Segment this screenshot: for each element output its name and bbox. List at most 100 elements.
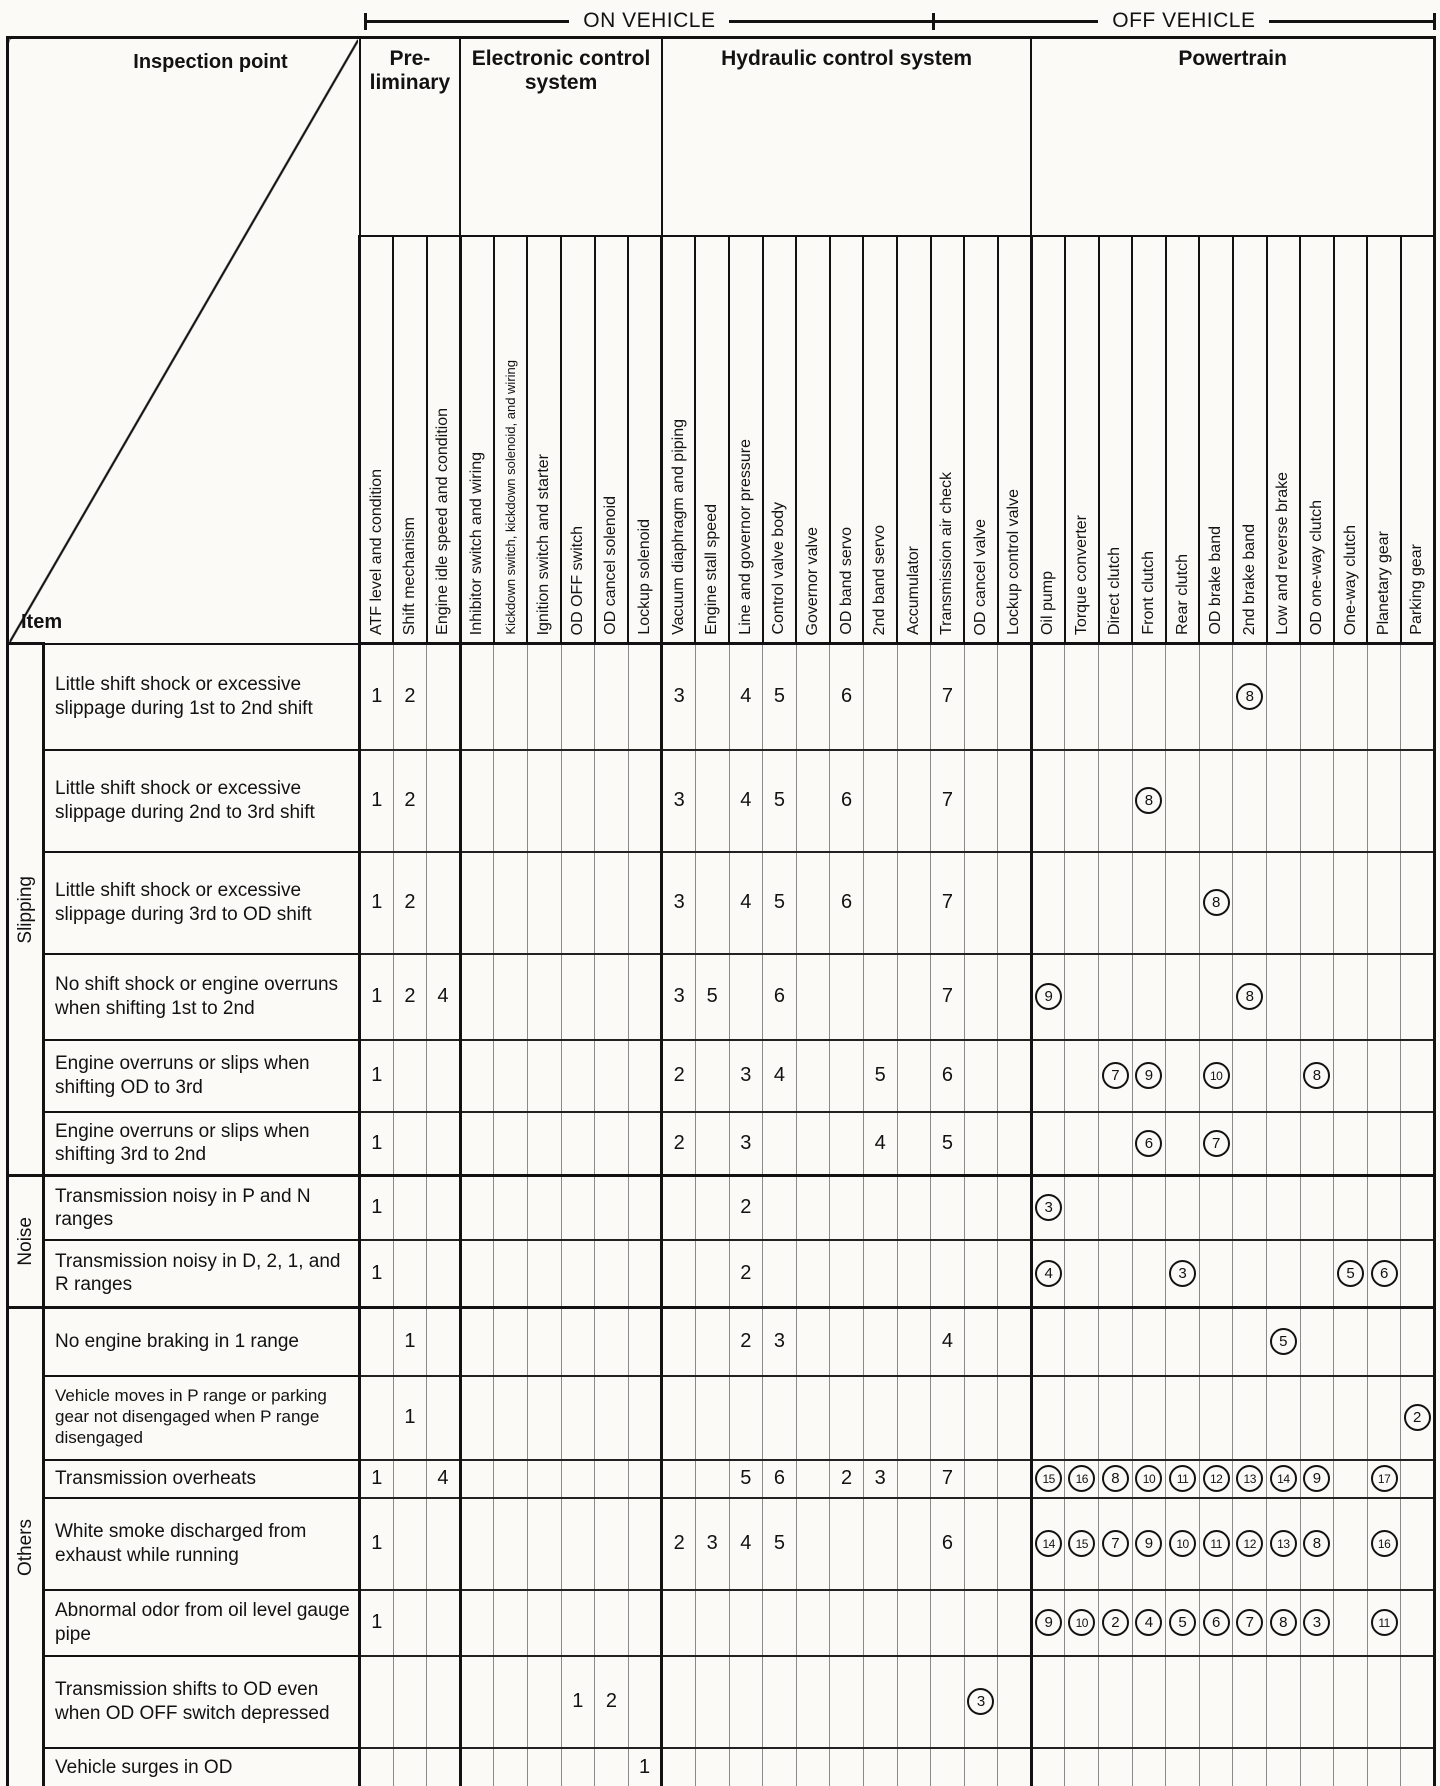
matrix-cell — [1131, 850, 1167, 955]
matrix-cell — [1232, 1238, 1268, 1309]
matrix-cell: 5 — [762, 642, 797, 751]
step-number: 1 — [371, 1196, 383, 1219]
matrix-cell — [1366, 1746, 1402, 1786]
column-header-label: Lockup solenoid — [635, 519, 653, 635]
inspection-item-label: Vehicle moves in P range or parking gear… — [42, 1374, 361, 1461]
column-header-label: Torque converter — [1072, 514, 1090, 635]
column-header-label: Front clutch — [1139, 551, 1157, 635]
matrix-cell — [392, 1654, 428, 1749]
circled-step-number: 12 — [1236, 1530, 1264, 1557]
matrix-cell — [627, 952, 663, 1041]
matrix-cell — [594, 1746, 629, 1786]
matrix-cell — [862, 952, 898, 1041]
column-header: Accumulator — [896, 234, 932, 645]
matrix-cell — [896, 1496, 932, 1591]
column-header-label: Governor valve — [804, 526, 822, 636]
step-number-value: 11 — [1378, 1615, 1390, 1630]
step-number: 7 — [941, 789, 953, 811]
matrix-cell — [594, 1306, 629, 1377]
matrix-cell: 3 — [762, 1306, 797, 1377]
matrix-cell — [997, 1038, 1032, 1113]
matrix-cell — [1266, 1038, 1301, 1113]
matrix-cell: 6 — [829, 642, 864, 751]
matrix-cell — [560, 952, 596, 1041]
column-header: Shift mechanism — [392, 234, 428, 645]
matrix-cell — [1232, 1038, 1268, 1113]
circled-step-number: 11 — [1169, 1465, 1197, 1492]
matrix-cell: 3 — [660, 850, 696, 955]
matrix-cell — [660, 1654, 696, 1749]
step-number-value: 9 — [1144, 1067, 1154, 1084]
matrix-cell — [627, 1374, 663, 1461]
matrix-cell: 3 — [694, 1496, 730, 1591]
circled-step-number: 3 — [967, 1688, 995, 1715]
step-number: 7 — [941, 985, 953, 1007]
matrix-cell — [1064, 1238, 1100, 1309]
matrix-cell — [1366, 748, 1402, 853]
matrix-cell — [392, 1458, 428, 1499]
matrix-cell — [1098, 1174, 1133, 1241]
matrix-cell — [426, 1496, 461, 1591]
matrix-cell — [458, 1110, 495, 1177]
matrix-cell: 3 — [660, 748, 696, 853]
matrix-cell — [1098, 1306, 1133, 1377]
matrix-cell — [963, 1174, 999, 1241]
matrix-cell — [426, 748, 461, 853]
matrix-cell — [1333, 1306, 1368, 1377]
matrix-cell — [1400, 1458, 1435, 1499]
matrix-cell — [694, 1238, 730, 1309]
matrix-cell — [660, 1458, 696, 1499]
matrix-cell — [694, 642, 730, 751]
matrix-cell — [1400, 1588, 1435, 1657]
matrix-cell — [829, 1038, 864, 1113]
matrix-cell — [426, 850, 461, 955]
step-number: 2 — [841, 1467, 853, 1489]
column-header: Vacuum diaphragm and piping — [660, 234, 697, 645]
column-group-header: Hydraulic control system — [660, 36, 1033, 237]
matrix-cell — [1333, 1458, 1368, 1499]
step-number-value: 8 — [1245, 688, 1254, 706]
matrix-cell — [862, 1174, 898, 1241]
matrix-cell: 1 — [392, 1374, 428, 1461]
matrix-cell — [1266, 748, 1301, 853]
matrix-cell — [1333, 748, 1368, 853]
matrix-cell — [997, 1496, 1032, 1591]
matrix-cell — [1299, 1746, 1335, 1786]
step-number-value: 8 — [1312, 1067, 1322, 1084]
matrix-cell — [862, 850, 898, 955]
matrix-cell: 6 — [829, 748, 864, 853]
step-number-value: 5 — [1346, 1264, 1355, 1282]
circled-step-number: 7 — [1101, 1062, 1129, 1089]
matrix-cell — [694, 1588, 730, 1657]
matrix-cell — [1366, 850, 1402, 955]
matrix-cell — [795, 1496, 831, 1591]
matrix-cell — [1299, 1110, 1335, 1177]
matrix-cell — [493, 748, 528, 853]
circled-step-number: 11 — [1370, 1609, 1398, 1636]
matrix-cell — [862, 1238, 898, 1309]
matrix-cell: 8 — [1232, 642, 1268, 751]
column-header: Rear clutch — [1164, 234, 1201, 645]
matrix-cell — [997, 1238, 1032, 1309]
inspection-item-label: Transmission noisy in P and N ranges — [42, 1174, 361, 1241]
matrix-cell — [1333, 1038, 1368, 1113]
circled-step-number: 5 — [1337, 1259, 1365, 1287]
matrix-cell — [1064, 1374, 1100, 1461]
matrix-cell: 2 — [1400, 1374, 1435, 1461]
matrix-cell: 3 — [862, 1458, 898, 1499]
circled-step-number: 12 — [1202, 1465, 1230, 1492]
matrix-cell — [392, 1110, 428, 1177]
column-header: Engine stall speed — [694, 234, 731, 645]
matrix-cell — [1400, 952, 1435, 1041]
column-header: Low and reverse brake — [1265, 234, 1302, 645]
matrix-cell — [694, 1374, 730, 1461]
matrix-cell: 6 — [762, 952, 797, 1041]
matrix-cell — [526, 1458, 562, 1499]
matrix-cell — [1400, 1038, 1435, 1113]
step-number-value: 15 — [1042, 1471, 1055, 1486]
matrix-cell: 6 — [1198, 1588, 1234, 1657]
circled-step-number: 4 — [1035, 1259, 1063, 1287]
table-row: Vehicle surges in OD 1 — [8, 1746, 1435, 1786]
column-header-label: Direct clutch — [1106, 546, 1124, 635]
matrix-cell: 3 — [1029, 1174, 1066, 1241]
